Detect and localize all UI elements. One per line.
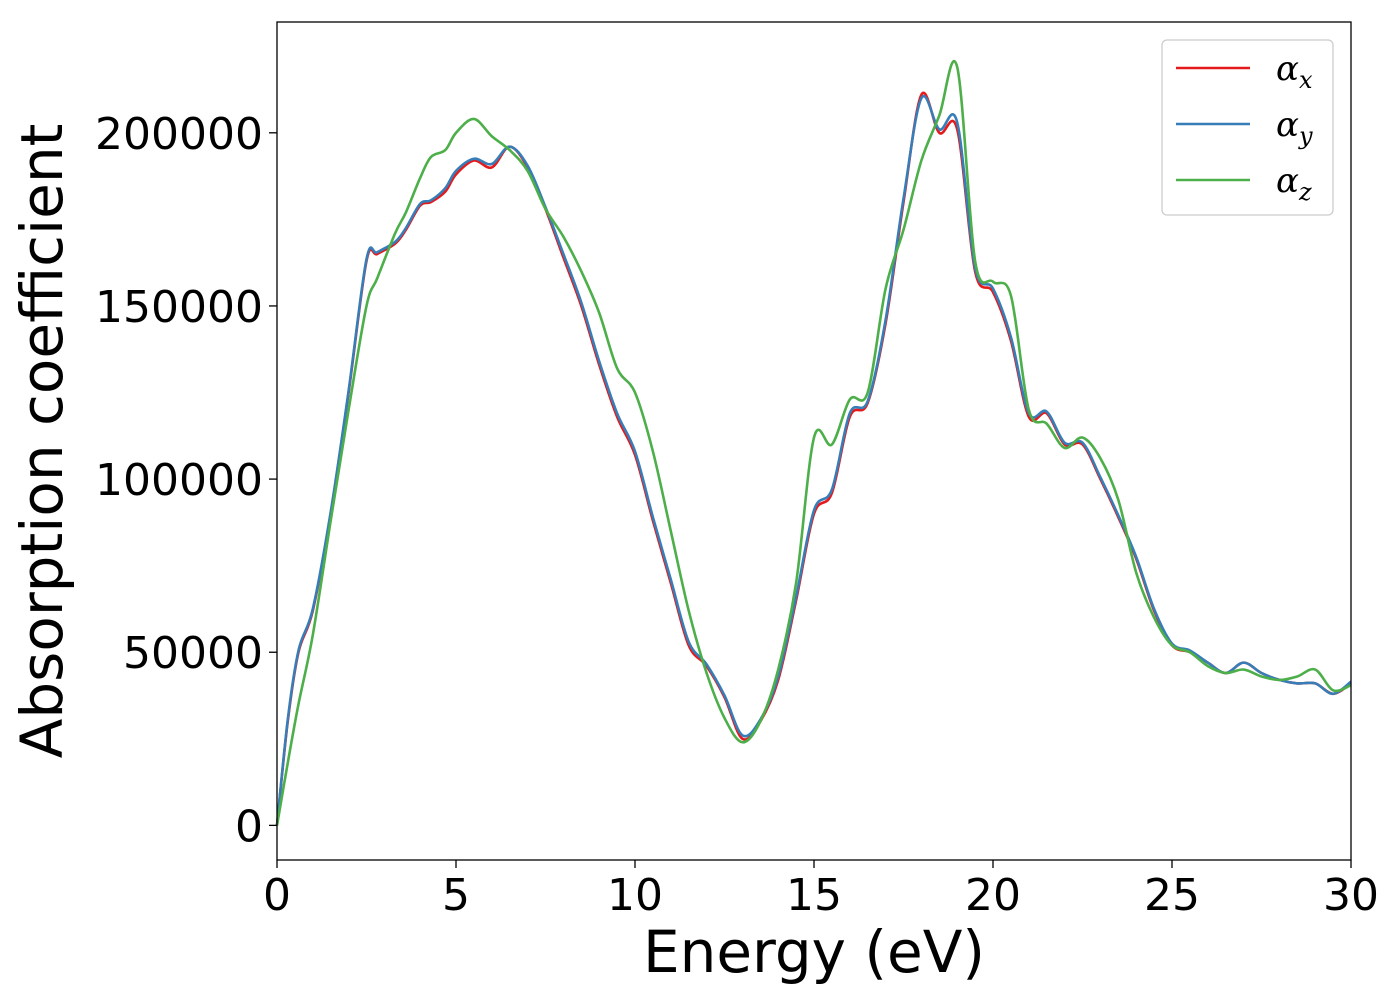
x-tick-label: 5 xyxy=(442,870,470,921)
y-axis-label: Absorption coefficient xyxy=(8,124,76,759)
x-tick-label: 20 xyxy=(965,870,1021,921)
y-tick-label: 50000 xyxy=(123,628,263,679)
y-tick-label: 200000 xyxy=(95,109,263,160)
x-tick-label: 0 xyxy=(263,870,291,921)
x-tick-label: 30 xyxy=(1323,870,1379,921)
x-tick-label: 10 xyxy=(607,870,663,921)
y-axis-ticks: 0 50000 100000 150000 200000 xyxy=(95,109,277,852)
legend-label-x: αx xyxy=(1276,49,1313,94)
legend-box xyxy=(1161,39,1334,216)
series-lines xyxy=(275,59,1352,826)
legend-label-z: αz xyxy=(1276,161,1312,206)
x-axis-ticks: 0 5 10 15 20 25 30 xyxy=(263,860,1379,921)
y-tick-label: 0 xyxy=(235,801,263,852)
y-tick-label: 150000 xyxy=(95,282,263,333)
x-tick-label: 25 xyxy=(1144,870,1200,921)
y-tick-label: 100000 xyxy=(95,455,263,506)
x-tick-label: 15 xyxy=(786,870,842,921)
legend-label-y: αy xyxy=(1276,105,1313,150)
series-line-y xyxy=(275,94,1352,826)
legend: αx αy αz xyxy=(1161,39,1334,216)
x-axis-label: Energy (eV) xyxy=(643,918,985,986)
series-line-z xyxy=(275,59,1352,826)
